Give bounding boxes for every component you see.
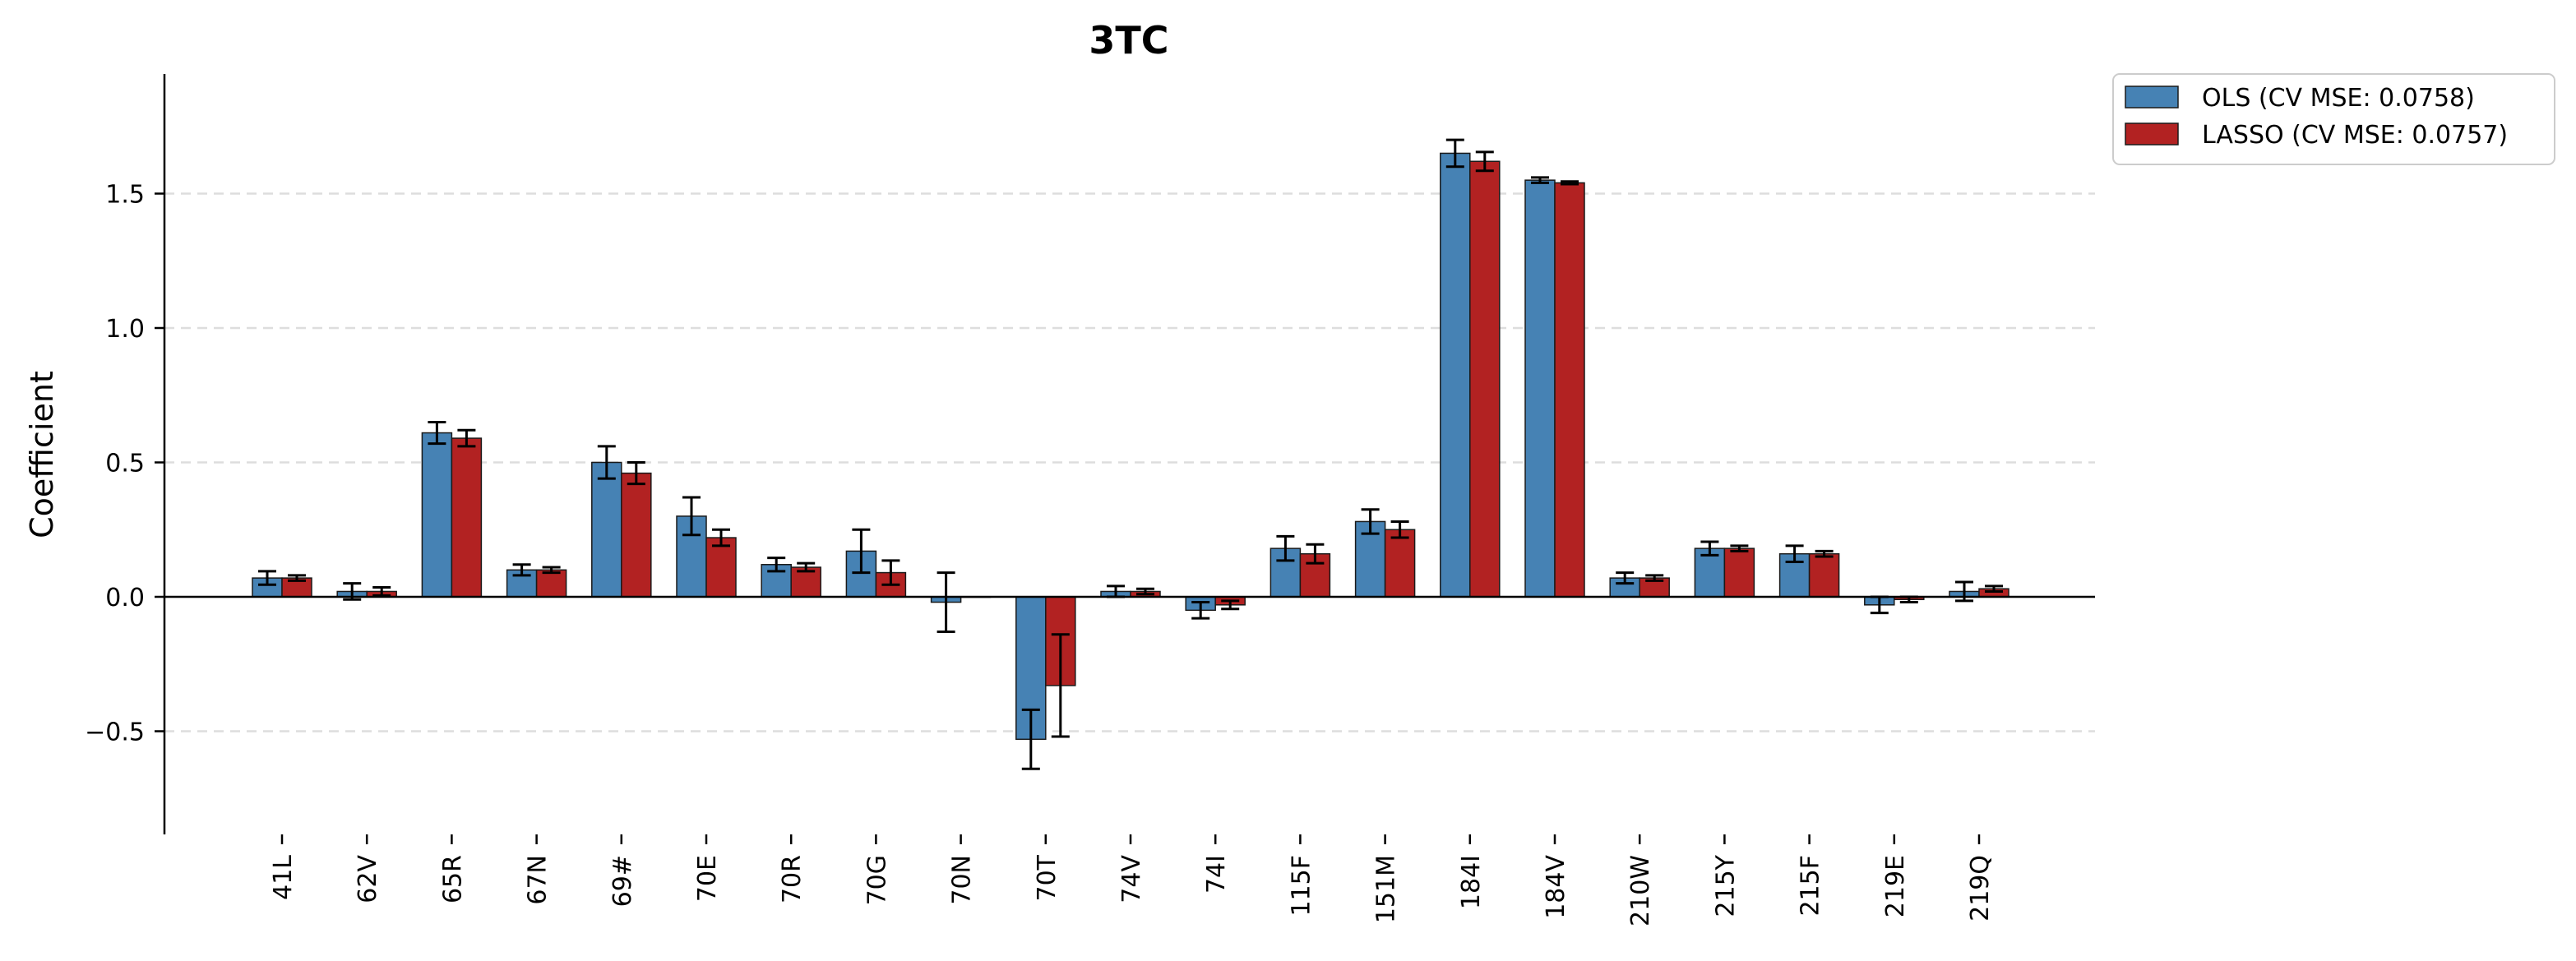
lasso-error-bar-65R (457, 428, 476, 448)
chart-title: 3TC (1089, 18, 1168, 62)
x-tick-label: 41L (269, 855, 298, 900)
legend-box (2112, 73, 2555, 165)
ols-error-bar-67N (512, 563, 531, 577)
lasso-error-bar-62V (372, 586, 391, 597)
legend: OLS (CV MSE: 0.0758) LASSO (CV MSE: 0.075… (2112, 73, 2555, 165)
lasso-bar-151M (1384, 529, 1416, 598)
legend-label-lasso: LASSO (CV MSE: 0.0757) (2202, 121, 2508, 150)
ols-error-bar-70E (682, 496, 701, 537)
x-tick-label: 62V (354, 855, 382, 903)
lasso-error-bar-74I (1221, 599, 1240, 611)
ols-bar-69hash (591, 461, 622, 598)
y-axis-title: Coefficient (24, 371, 60, 538)
x-tick-label: 69# (608, 855, 637, 907)
lasso-error-bar-215Y (1730, 544, 1749, 552)
lasso-error-bar-70E (712, 528, 730, 547)
lasso-bar-67N (535, 569, 567, 598)
x-tick-label: 70T (1033, 854, 1061, 901)
x-ticks: 41L 62V 65R 67N 69# 70E 70R 70G 70N 70T 74V 74I 115F… (269, 834, 1995, 926)
x-tick-label: 70R (778, 855, 807, 903)
x-tick-label: 70G (863, 855, 891, 905)
ols-error-bar-70N (937, 571, 955, 634)
error-bars (258, 138, 2003, 770)
x-tick-label: 67N (524, 855, 553, 905)
x-tick-label: 215F (1797, 855, 1825, 917)
ols-error-bar-215F (1785, 544, 1804, 563)
ols-error-bar-215Y (1700, 540, 1719, 557)
ols-bar-184V (1524, 179, 1556, 598)
lasso-error-bar-215F (1815, 549, 1834, 558)
y-tick-label: −0.5 (85, 718, 145, 747)
ols-error-bar-65R (428, 420, 446, 446)
lasso-error-bar-70R (797, 561, 816, 573)
lasso-error-bar-184I (1475, 150, 1494, 173)
ols-error-bar-184I (1445, 138, 1464, 169)
y-tick-label: 0.0 (105, 584, 145, 612)
axes (163, 74, 2095, 834)
legend-label-ols: OLS (CV MSE: 0.0758) (2202, 84, 2475, 113)
lasso-bar-69hash (621, 472, 652, 598)
ols-error-bar-70T (1021, 708, 1040, 770)
legend-swatch-lasso (2125, 122, 2179, 146)
ols-error-bar-41L (258, 570, 276, 586)
x-tick-label: 70N (948, 855, 977, 905)
ols-error-bar-74I (1191, 601, 1210, 620)
lasso-bar-184V (1554, 182, 1585, 598)
y-tick-label: 1.5 (105, 181, 145, 210)
ols-error-bar-69hash (597, 445, 616, 480)
x-tick-label: 219E (1881, 855, 1910, 917)
ols-error-bar-151M (1361, 508, 1380, 535)
legend-swatch-ols (2125, 85, 2179, 109)
ols-bar-184I (1440, 152, 1471, 598)
lasso-error-bar-184V (1561, 180, 1579, 186)
lasso-error-bar-74V (1136, 587, 1154, 596)
x-tick-label: 215Y (1711, 854, 1740, 917)
ols-error-bar-115F (1276, 534, 1295, 562)
lasso-bar-70E (705, 537, 737, 598)
lasso-error-bar-151M (1390, 520, 1409, 539)
lasso-error-bar-69hash (627, 461, 645, 486)
lasso-error-bar-115F (1306, 543, 1325, 565)
x-tick-label: 184V (1542, 855, 1570, 919)
ols-error-bar-70R (767, 557, 786, 573)
x-tick-label: 219Q (1966, 855, 1995, 922)
lasso-error-bar-41L (288, 574, 306, 582)
lasso-bar-65R (451, 437, 483, 598)
lasso-bar-184I (1469, 160, 1501, 598)
y-ticks: −0.5 0.0 0.5 1.0 1.5 (85, 181, 164, 747)
y-tick-label: 0.5 (105, 450, 145, 478)
lasso-error-bar-70G (881, 559, 900, 586)
ols-error-bar-210W (1616, 571, 1635, 585)
gridlines (164, 192, 2095, 732)
lasso-bar-215Y (1723, 547, 1755, 598)
ols-error-bar-70G (852, 528, 871, 575)
lasso-error-bar-70T (1051, 633, 1070, 738)
lasso-error-bar-219Q (1985, 584, 2003, 593)
x-tick-label: 210W (1626, 855, 1655, 926)
lasso-bar-215F (1808, 552, 1840, 598)
bars (252, 152, 2009, 741)
ols-error-bar-184V (1531, 176, 1549, 184)
x-tick-label: 65R (438, 855, 467, 903)
x-tick-label: 74V (1117, 855, 1146, 903)
lasso-error-bar-210W (1645, 574, 1664, 582)
x-tick-label: 70E (693, 855, 722, 902)
y-tick-label: 1.0 (105, 315, 145, 344)
x-tick-label: 184I (1457, 855, 1486, 909)
lasso-error-bar-67N (542, 566, 561, 575)
x-tick-label: 74I (1202, 855, 1231, 894)
ols-bar-65R (421, 432, 453, 598)
x-tick-label: 115F (1287, 855, 1316, 917)
x-tick-label: 151M (1372, 855, 1401, 923)
